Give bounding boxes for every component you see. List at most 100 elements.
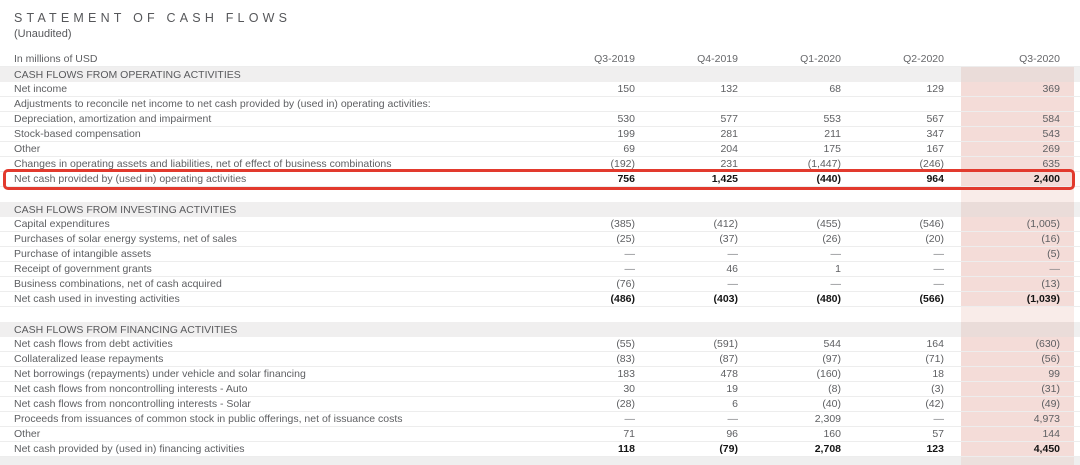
cell-value: 132	[720, 83, 738, 95]
section-header-cell	[549, 202, 652, 217]
cell-value: —	[933, 248, 945, 260]
cell-value: —	[961, 262, 1074, 276]
row-label: Collateralized lease repayments	[14, 353, 164, 365]
table-row: Net cash flows from noncontrolling inter…	[0, 382, 1080, 397]
cell-value: (26)	[822, 233, 841, 245]
cell-value: 2,309	[814, 413, 841, 425]
section-header-row: CASH FLOWS FROM OPERATING ACTIVITIES	[0, 67, 1080, 82]
table-row: Net income 150 132 68 129 369	[0, 82, 1080, 97]
cell-value: (37)	[719, 233, 738, 245]
cell-value: 71	[623, 428, 635, 440]
cell-value: 167	[926, 143, 944, 155]
cell-value	[652, 97, 755, 111]
row-label: Capital expenditures	[14, 218, 110, 230]
table-row: Collateralized lease repayments (83) (87) (…	[0, 352, 1080, 367]
row-label: Depreciation, amortization and impairmen…	[14, 113, 212, 125]
units-label: In millions of USD	[14, 53, 98, 65]
cell-value: 964	[926, 173, 944, 185]
row-label: Net income	[14, 83, 68, 95]
table-row: Business combinations, net of cash acqui…	[0, 277, 1080, 292]
cell-value	[755, 97, 858, 111]
row-label: Receipt of government grants	[14, 263, 152, 275]
cell-value: 544	[823, 338, 841, 350]
cell-value: —	[933, 263, 945, 275]
cell-value: 19	[726, 383, 738, 395]
section-header-cell	[652, 202, 755, 217]
section-title: CASH FLOWS FROM OPERATING ACTIVITIES	[14, 68, 241, 81]
row-label: Purchase of intangible assets	[14, 248, 152, 260]
row-label: Adjustments to reconcile net income to n…	[14, 98, 431, 110]
table-row: Depreciation, amortization and impairmen…	[0, 112, 1080, 127]
column-header-Q1-2020: Q1-2020	[800, 53, 841, 65]
cell-value: 204	[720, 143, 738, 155]
cell-value: (79)	[719, 443, 738, 455]
cell-value: —	[933, 278, 945, 290]
row-label: Net borrowings (repayments) under vehicl…	[14, 368, 306, 380]
cell-value: 118	[618, 443, 635, 455]
row-label: Net cash flows from noncontrolling inter…	[14, 398, 251, 410]
cell-value: (55)	[616, 338, 635, 350]
cell-value: (192)	[610, 158, 635, 170]
cell-value	[858, 97, 961, 111]
cell-value: (83)	[616, 353, 635, 365]
cell-value: —	[830, 278, 842, 290]
cell-value: 2,708	[814, 443, 841, 455]
cell-value: —	[727, 413, 739, 425]
row-label: Stock-based compensation	[14, 128, 141, 140]
cell-value: (486)	[610, 293, 635, 305]
section-title: CASH FLOWS FROM FINANCING ACTIVITIES	[14, 323, 238, 336]
cell-value: 369	[961, 82, 1074, 96]
row-label: Proceeds from issuances of common stock …	[14, 413, 403, 425]
section-header-cell	[858, 67, 961, 82]
section-header-cell	[755, 322, 858, 337]
section-header-cell	[549, 67, 652, 82]
cell-value: 30	[623, 383, 635, 395]
table-row: Net cash flows from noncontrolling inter…	[0, 397, 1080, 412]
row-label: Purchases of solar energy systems, net o…	[14, 233, 237, 245]
cell-value: (28)	[616, 398, 635, 410]
section-header-cell	[961, 202, 1074, 217]
cell-value: 144	[961, 427, 1074, 441]
column-header-Q3-2019: Q3-2019	[594, 53, 635, 65]
cell-value: 4,973	[961, 412, 1074, 426]
cell-value: (440)	[816, 173, 841, 185]
cell-value: (1,447)	[807, 158, 841, 170]
section-title: CASH FLOWS FROM INVESTING ACTIVITIES	[14, 203, 237, 216]
cell-value: 231	[720, 158, 738, 170]
cell-value: (1,039)	[961, 292, 1074, 306]
row-label: Business combinations, net of cash acqui…	[14, 278, 222, 290]
section-header-cell	[755, 202, 858, 217]
section-header-cell	[652, 67, 755, 82]
cell-value: (480)	[816, 293, 841, 305]
cell-value: (566)	[919, 293, 944, 305]
row-label: Other	[14, 428, 41, 440]
table-row: Adjustments to reconcile net income to n…	[0, 97, 1080, 112]
row-label: Net cash flows from noncontrolling inter…	[14, 383, 248, 395]
cell-value: —	[624, 263, 636, 275]
cell-value: —	[830, 248, 842, 260]
column-header-Q3-2020: Q3-2020	[1019, 53, 1060, 65]
table-row: Net borrowings (repayments) under vehicl…	[0, 367, 1080, 382]
table-row: Changes in operating assets and liabilit…	[0, 157, 1080, 172]
cell-value: (40)	[822, 398, 841, 410]
next-section-strip	[0, 457, 1080, 465]
row-label: Net cash flows from debt activities	[14, 338, 173, 350]
cell-value: (246)	[919, 158, 944, 170]
cell-value: (97)	[822, 353, 841, 365]
cell-value: 635	[961, 157, 1074, 171]
cell-value: 478	[720, 368, 738, 380]
cell-value: 1,425	[711, 173, 738, 185]
cell-value: 18	[932, 368, 944, 380]
cell-value: 211	[824, 128, 841, 140]
cell-value: (1,005)	[961, 217, 1074, 231]
page-subtitle: (Unaudited)	[14, 28, 72, 40]
cell-value: (13)	[961, 277, 1074, 291]
cell-value: (455)	[816, 218, 841, 230]
highlight-column-strip	[961, 457, 1074, 465]
cell-value: 530	[617, 113, 635, 125]
cell-value: (8)	[828, 383, 841, 395]
table-row: Purchase of intangible assets — — — — (5)	[0, 247, 1080, 262]
table-row: Net cash provided by (used in) operating…	[0, 169, 1080, 190]
cashflow-table: In millions of USD Q3-2019 Q4-2019 Q1-2020 Q…	[0, 52, 1080, 457]
column-header-Q4-2019: Q4-2019	[697, 53, 738, 65]
